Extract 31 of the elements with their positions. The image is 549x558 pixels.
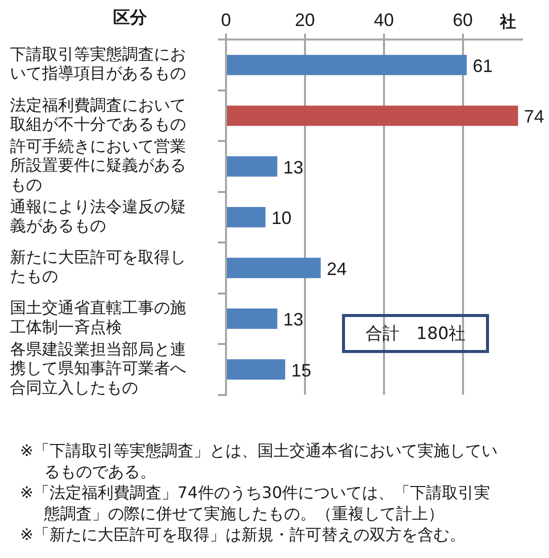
bar xyxy=(227,106,518,126)
y-axis-title: 区分 xyxy=(112,7,148,29)
data-label: 15 xyxy=(291,360,312,380)
y-tick-label: 下請取引等実態調査において指導項目があるもの xyxy=(10,44,186,83)
bar xyxy=(227,258,321,278)
bar xyxy=(227,156,278,177)
y-tick-label: 国土交通省直轄工事の施工体制一斉点検 xyxy=(10,298,186,336)
y-tick-label: 新たに大臣許可を取得したもの xyxy=(10,248,186,286)
bar xyxy=(227,359,286,380)
bar xyxy=(227,207,266,228)
text: ※「下請取引等実態調査」とは、国土交通本省において実施しているものである。 xyxy=(20,440,498,482)
data-label: 24 xyxy=(326,258,347,279)
data-label: 10 xyxy=(271,208,292,228)
annotation: 合計 180社 xyxy=(342,314,489,353)
y-tick-label: 法定福利費調査において取組が不十分であるもの xyxy=(10,95,186,134)
y-tick-label: 許可手続きにおいて営業所設置要件に疑義があるもの xyxy=(10,136,186,194)
y-tick-label: 各県建設業担当部局と連携して県知事許可業者へ合同立入したもの xyxy=(10,339,186,397)
data-label: 13 xyxy=(283,310,304,330)
data-label: 13 xyxy=(283,157,304,178)
data-label: 74 xyxy=(524,106,544,127)
bar xyxy=(227,308,278,329)
x-tick-label: 40 xyxy=(374,10,394,30)
x-tick-label: 0 xyxy=(220,10,232,30)
text: ※「新たに大臣許可を取得」は新規・許可替えの双方を含む。 xyxy=(20,524,466,545)
x-tick-label: 20 xyxy=(294,10,315,30)
data-label: 61 xyxy=(472,56,493,76)
x-tick-label: 60 xyxy=(452,10,473,30)
bar xyxy=(227,54,467,76)
text: ※「法定福利費調査」74件のうち30件については、「下請取引実態調査」の際に併せて実施したもの。（重複して計上） xyxy=(20,482,492,524)
x-axis-title: 社 xyxy=(500,12,516,33)
y-tick-label: 通報により法令違反の疑義があるもの xyxy=(10,196,186,235)
